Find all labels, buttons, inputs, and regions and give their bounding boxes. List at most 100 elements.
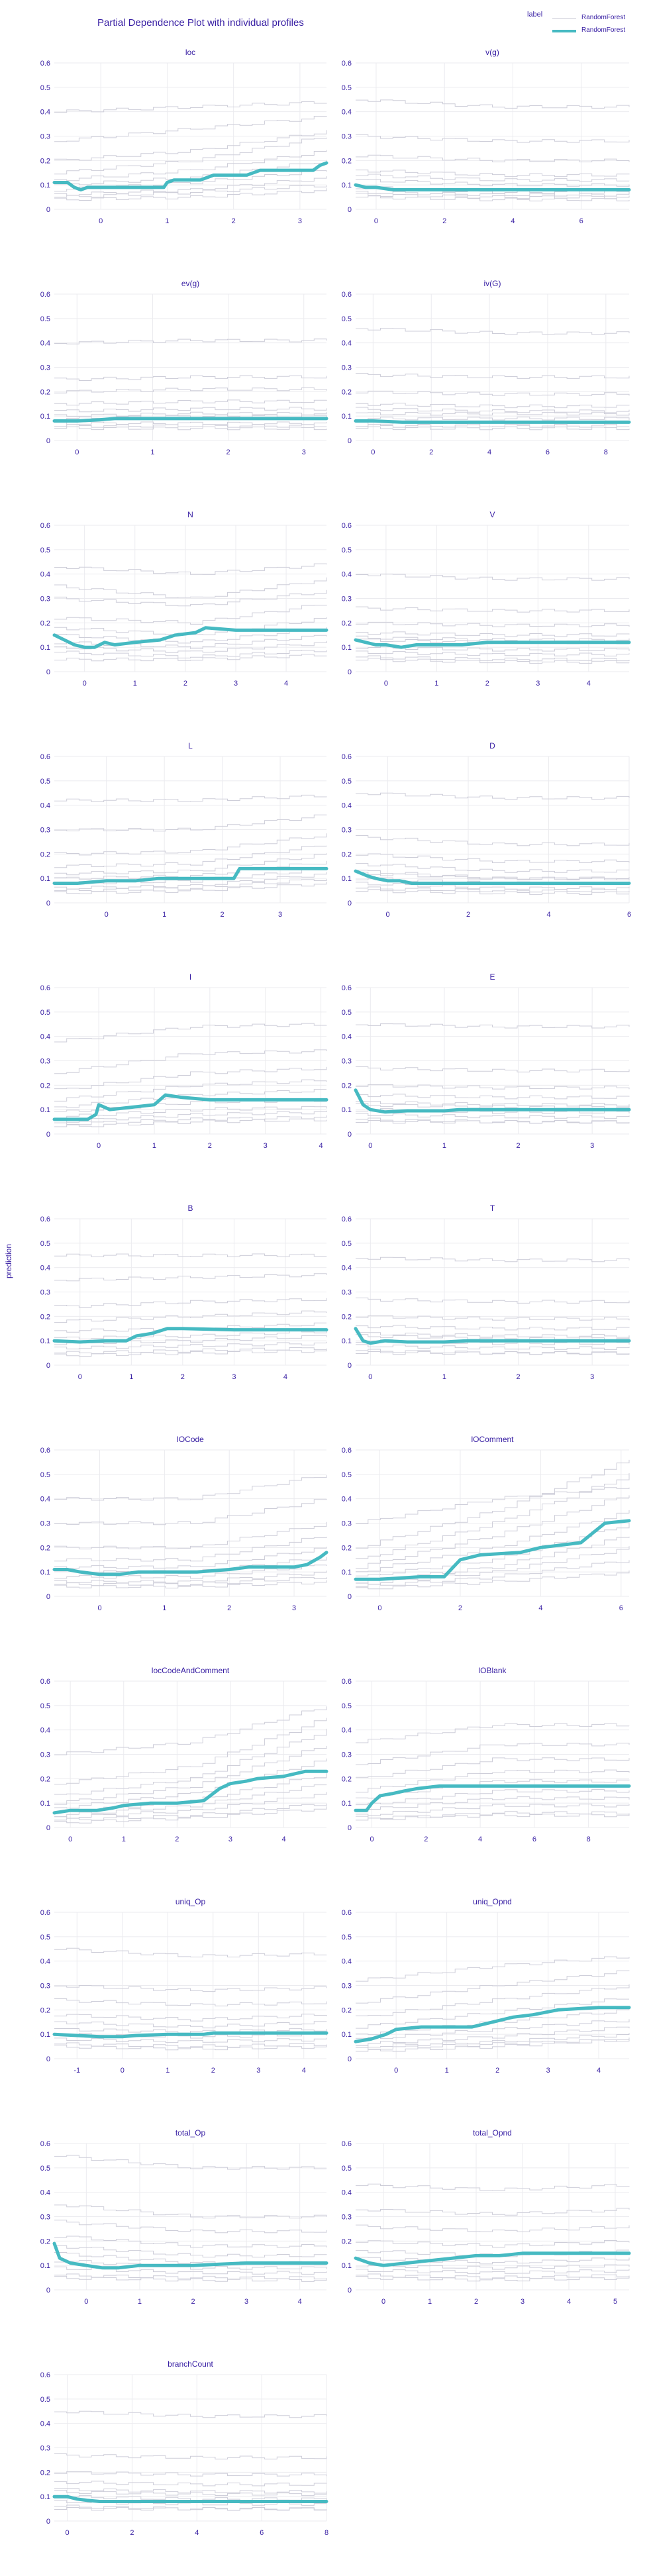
profile-line <box>54 338 327 344</box>
y-tick-label: 0 <box>46 1362 50 1370</box>
profile-line <box>54 116 327 142</box>
profile-line <box>54 1521 327 1549</box>
profile-line <box>356 1779 630 1799</box>
y-tick-label: 0.2 <box>40 388 50 396</box>
pdp-line <box>354 1519 631 1581</box>
x-tick-label: 4 <box>281 1835 285 1843</box>
profile-line <box>356 872 630 880</box>
profile-line <box>54 1498 327 1525</box>
profile-line <box>356 1789 630 1806</box>
x-tick-label: 6 <box>619 1604 623 1612</box>
profile-line <box>54 2276 327 2282</box>
y-tick-label: 0.3 <box>40 1058 50 1066</box>
profile-line <box>54 1537 327 1562</box>
profile-line <box>54 2490 327 2497</box>
y-tick-label: 0.2 <box>40 2006 50 2014</box>
panel-title: lOComment <box>471 1435 514 1444</box>
panel-title: locCodeAndComment <box>152 1666 230 1675</box>
x-tick-label: 2 <box>232 217 236 225</box>
profile-line <box>356 1334 630 1341</box>
x-tick-label: 3 <box>292 1604 296 1612</box>
pdp-line <box>52 1551 328 1576</box>
x-tick-label: 0 <box>66 2529 70 2537</box>
x-tick-label: 2 <box>227 1604 231 1612</box>
y-tick-label: 0.6 <box>342 2140 352 2148</box>
panel-v-g-: v(g) 0 0.1 0.2 0.3 0.4 0.5 0.6 0 2 4 6 <box>342 48 631 225</box>
x-tick-label: 3 <box>546 2067 550 2075</box>
profile-line <box>356 886 630 893</box>
panel-uniq-op: uniq_Op 0 0.1 0.2 0.3 0.4 0.5 0.6 -1 0 1 2 3 4 <box>40 1897 328 2075</box>
profile-line <box>356 2269 630 2275</box>
profile-line <box>54 845 327 868</box>
y-tick-label: 0 <box>46 900 50 907</box>
pdp-line <box>52 866 328 885</box>
panel-title: L <box>188 741 193 750</box>
x-tick-label: 1 <box>434 680 438 688</box>
profile-line <box>356 1351 630 1355</box>
profile-line <box>356 195 630 201</box>
y-tick-label: 0 <box>46 437 50 445</box>
profile-line <box>54 1298 327 1308</box>
profile-line <box>356 2208 630 2216</box>
profile-line <box>356 1344 630 1350</box>
profile-line <box>54 641 327 653</box>
x-tick-label: 0 <box>374 217 378 225</box>
y-tick-label: 0.4 <box>342 1958 352 1966</box>
profile-line <box>356 1757 630 1778</box>
y-tick-label: 0 <box>46 2287 50 2294</box>
profile-line <box>54 590 327 607</box>
profile-line <box>356 2026 630 2046</box>
profile-line <box>356 179 630 187</box>
y-tick-label: 0.3 <box>342 1983 352 1990</box>
y-tick-label: 0.3 <box>342 1058 352 1066</box>
legend-item-pdp[interactable]: RandomForest <box>552 26 645 36</box>
profile-line <box>356 2257 630 2265</box>
profile-line <box>54 1253 327 1257</box>
legend-item-profiles[interactable]: RandomForest <box>552 14 645 23</box>
panel-title: D <box>489 741 495 750</box>
profile-line <box>356 835 630 847</box>
profile-line <box>54 188 327 201</box>
x-tick-label: 1 <box>162 911 166 919</box>
y-tick-label: 0.3 <box>40 1289 50 1297</box>
profile-line <box>356 863 630 873</box>
profile-line <box>356 2019 630 2039</box>
profile-line <box>54 426 327 431</box>
y-tick-label: 0.1 <box>342 1337 352 1345</box>
y-tick-label: 0.5 <box>40 84 50 92</box>
panel-title: I <box>189 972 191 982</box>
pdp-line <box>354 1088 631 1114</box>
x-tick-label: 1 <box>445 2067 449 2075</box>
profile-line <box>356 2224 630 2232</box>
profile-line <box>356 2037 630 2050</box>
y-tick-label: 0.1 <box>40 2262 50 2270</box>
y-tick-label: 0.6 <box>40 1678 50 1686</box>
y-tick-label: 0.1 <box>40 1800 50 1808</box>
y-tick-label: 0.6 <box>342 1447 352 1455</box>
x-tick-label: 0 <box>368 1373 372 1381</box>
x-tick-label: 3 <box>228 1835 232 1843</box>
y-tick-label: 0.6 <box>40 2140 50 2148</box>
profile-line <box>356 1023 630 1029</box>
x-tick-label: 4 <box>587 680 591 688</box>
panel-title: v(g) <box>485 48 499 57</box>
profile-line <box>54 878 327 892</box>
profile-line <box>356 1103 630 1109</box>
profile-line <box>54 1571 327 1584</box>
x-tick-label: 4 <box>284 680 288 688</box>
x-tick-label: 2 <box>466 911 470 919</box>
x-tick-label: 3 <box>234 680 238 688</box>
profile-line <box>54 1758 327 1809</box>
y-tick-label: 0.6 <box>40 984 50 992</box>
profile-line <box>54 1576 327 1586</box>
y-tick-label: 0 <box>348 2287 352 2294</box>
x-tick-label: 0 <box>84 2298 88 2306</box>
y-tick-label: 0.2 <box>342 388 352 396</box>
profile-line <box>54 2042 327 2048</box>
y-tick-label: 0.6 <box>40 1909 50 1917</box>
y-tick-label: 0.3 <box>40 1751 50 1759</box>
profile-line <box>54 882 327 894</box>
profile-line <box>54 2481 327 2487</box>
legend-title: label <box>527 11 543 19</box>
